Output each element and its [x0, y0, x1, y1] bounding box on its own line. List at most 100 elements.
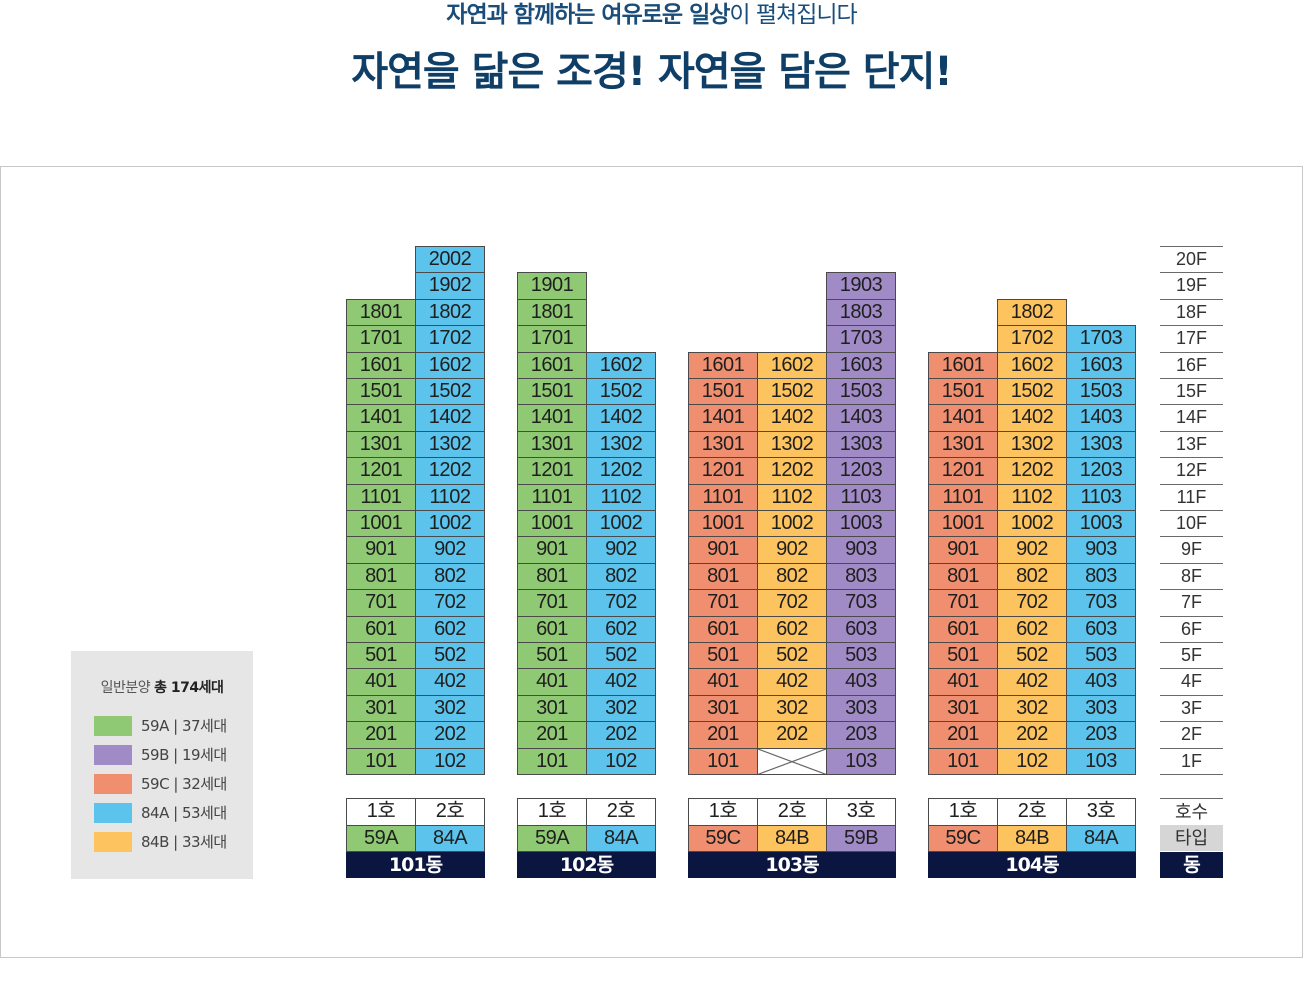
- unit-cell: 1502: [997, 378, 1067, 406]
- unit-cell: 1501: [688, 378, 758, 406]
- unit-cell: 1402: [757, 404, 827, 432]
- unit-cell: 1603: [826, 351, 896, 379]
- unit-cell: 1602: [586, 351, 656, 379]
- unit-cell: 201: [688, 721, 758, 749]
- unit-cell: 1702: [997, 325, 1067, 353]
- line-header: 2호: [586, 798, 656, 826]
- unit-cell: 702: [586, 589, 656, 617]
- unit-cell: 1701: [346, 325, 416, 353]
- floor-divider: [1160, 378, 1223, 379]
- line-header: 2호: [757, 798, 827, 826]
- floor-label: 7F: [1180, 592, 1202, 613]
- unit-cell: 1102: [757, 483, 827, 511]
- type-cell: 84B: [757, 824, 827, 852]
- unit-cell: 1101: [688, 483, 758, 511]
- line-header: 3호: [826, 798, 896, 826]
- unit-cell: 1602: [757, 351, 827, 379]
- unit-cell: 2002: [415, 246, 485, 274]
- type-cell: 59A: [346, 824, 416, 852]
- unit-cell: 1801: [346, 298, 416, 327]
- unit-cell: 1601: [517, 351, 587, 379]
- unit-cell: 1903: [826, 272, 896, 300]
- floor-label: 16F: [1175, 354, 1208, 375]
- floor-divider: [1160, 642, 1223, 643]
- unit-cell: 1302: [997, 430, 1067, 459]
- legend-swatch: [94, 803, 132, 823]
- unit-cell: 201: [346, 721, 416, 749]
- unit-cell: 1701: [517, 325, 587, 353]
- unit-cell: 501: [928, 642, 998, 670]
- key-type-header: 타입: [1160, 824, 1223, 851]
- unit-cell: 701: [928, 589, 998, 617]
- unit-cell: 1001: [928, 510, 998, 538]
- unit-cell: 502: [586, 642, 656, 670]
- unit-cell: 1601: [688, 351, 758, 379]
- unit-cell: 1301: [346, 430, 416, 459]
- unit-cell: 603: [1066, 615, 1136, 643]
- unit-cell: 1003: [1066, 510, 1136, 538]
- unit-cell: 503: [826, 642, 896, 670]
- unit-cell: 1102: [415, 483, 485, 511]
- line-header: 2호: [997, 798, 1067, 826]
- unit-cell: 703: [826, 589, 896, 617]
- unit-cell: 501: [688, 642, 758, 670]
- unit-cell: 702: [757, 589, 827, 617]
- unit-cell: 1201: [688, 457, 758, 485]
- unit-cell: 1201: [928, 457, 998, 485]
- unit-cell: 802: [415, 562, 485, 591]
- unit-cell: 201: [517, 721, 587, 749]
- empty-unit-cell: [757, 747, 827, 775]
- unit-cell: 1102: [997, 483, 1067, 511]
- unit-cell: 802: [997, 562, 1067, 591]
- unit-cell: 301: [346, 694, 416, 723]
- legend-swatch: [94, 774, 132, 794]
- unit-cell: 1203: [1066, 457, 1136, 485]
- dong-label: 104동: [928, 852, 1136, 878]
- unit-cell: 801: [517, 562, 587, 591]
- unit-cell: 1101: [346, 483, 416, 511]
- cross-mark-icon: [758, 749, 826, 774]
- unit-cell: 703: [1066, 589, 1136, 617]
- unit-cell: 103: [1066, 747, 1136, 775]
- floor-divider: [1160, 747, 1223, 749]
- type-cell: 84A: [586, 824, 656, 852]
- unit-cell: 1003: [826, 510, 896, 538]
- unit-cell: 802: [586, 562, 656, 591]
- subtitle-rest: 이 펼쳐집니다: [729, 2, 857, 28]
- unit-cell: 1103: [826, 483, 896, 511]
- unit-cell: 201: [928, 721, 998, 749]
- legend-swatch: [94, 745, 132, 765]
- unit-cell: 1301: [688, 430, 758, 459]
- floor-label: 13F: [1175, 433, 1208, 454]
- floor-divider: [1160, 272, 1223, 274]
- floor-divider: [1160, 298, 1223, 300]
- floor-label: 6F: [1180, 618, 1202, 639]
- type-cell: 84B: [997, 824, 1067, 852]
- unit-cell: 102: [586, 747, 656, 775]
- unit-cell: 1202: [415, 457, 485, 485]
- dong-label: 103동: [688, 852, 896, 878]
- unit-cell: 102: [997, 747, 1067, 775]
- unit-cell: 401: [928, 668, 998, 696]
- line-header: 3호: [1066, 798, 1136, 826]
- unit-cell: 1002: [757, 510, 827, 538]
- unit-cell: 1601: [928, 351, 998, 379]
- unit-cell: 1503: [826, 378, 896, 406]
- unit-cell: 1403: [1066, 404, 1136, 432]
- unit-cell: 1001: [688, 510, 758, 538]
- floor-divider: [1160, 668, 1223, 670]
- legend-label: 84A | 53세대: [141, 804, 227, 822]
- unit-cell: 601: [517, 615, 587, 643]
- unit-cell: 1301: [517, 430, 587, 459]
- unit-cell: 1302: [757, 430, 827, 459]
- floor-divider: [1160, 562, 1223, 564]
- unit-cell: 1902: [415, 272, 485, 300]
- unit-cell: 1803: [826, 298, 896, 327]
- legend-label: 59C | 32세대: [141, 775, 227, 793]
- unit-cell: 502: [415, 642, 485, 670]
- unit-cell: 801: [346, 562, 416, 591]
- unit-cell: 303: [826, 694, 896, 723]
- unit-cell: 403: [826, 668, 896, 696]
- unit-cell: 1002: [997, 510, 1067, 538]
- legend-title-total: 총 174세대: [154, 680, 224, 696]
